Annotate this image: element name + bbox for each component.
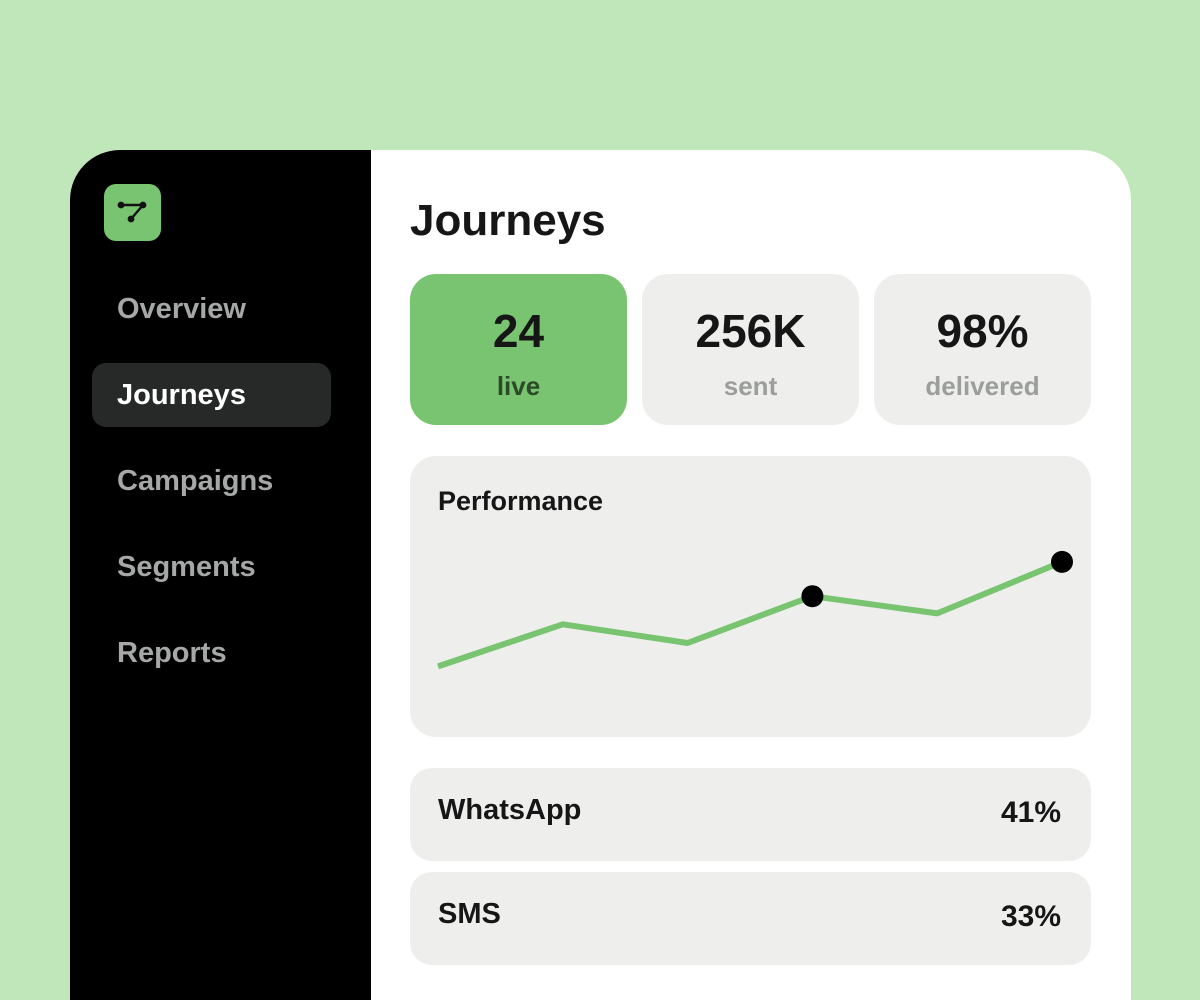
stat-card-delivered[interactable]: 98% delivered — [874, 274, 1091, 425]
journey-graph-icon[interactable] — [104, 184, 161, 241]
sidebar-item-campaigns[interactable]: Campaigns — [117, 464, 274, 497]
performance-chart-card: Performance — [410, 456, 1091, 737]
sidebar-item-overview[interactable]: Overview — [117, 292, 246, 325]
page-title: Journeys — [410, 196, 606, 245]
channel-name: WhatsApp — [438, 794, 582, 826]
channel-row-sms[interactable]: SMS 33% — [410, 872, 1091, 965]
chart-title: Performance — [438, 486, 604, 516]
performance-data-point[interactable] — [801, 585, 824, 608]
channel-share: 41% — [1000, 796, 1061, 829]
performance-data-point[interactable] — [1051, 550, 1073, 573]
sidebar-item-segments[interactable]: Segments — [117, 550, 256, 583]
performance-chart — [437, 550, 1073, 670]
stat-label: live — [496, 371, 541, 401]
stat-card-sent[interactable]: 256K sent — [642, 274, 859, 425]
performance-series-line — [437, 559, 1064, 670]
channel-row-whatsapp[interactable]: WhatsApp 41% — [410, 768, 1091, 861]
sidebar-item-journeys[interactable]: Journeys — [92, 363, 331, 427]
stat-value: 256K — [695, 305, 806, 357]
channel-name: SMS — [438, 898, 501, 930]
app-window: Overview Journeys Campaigns Segments Rep… — [70, 150, 1131, 1000]
logo-graph-glyph — [117, 201, 147, 223]
stat-label: delivered — [925, 371, 1040, 401]
stat-value: 24 — [492, 305, 545, 357]
channel-share: 33% — [1000, 900, 1061, 933]
sidebar-nav: Overview Journeys Campaigns Segments Rep… — [92, 277, 331, 707]
stat-value: 98% — [936, 305, 1029, 357]
stat-label: sent — [723, 371, 778, 401]
sidebar-item-reports[interactable]: Reports — [117, 636, 227, 669]
stat-card-live[interactable]: 24 live — [410, 274, 627, 425]
sidebar: Overview Journeys Campaigns Segments Rep… — [70, 150, 371, 1000]
